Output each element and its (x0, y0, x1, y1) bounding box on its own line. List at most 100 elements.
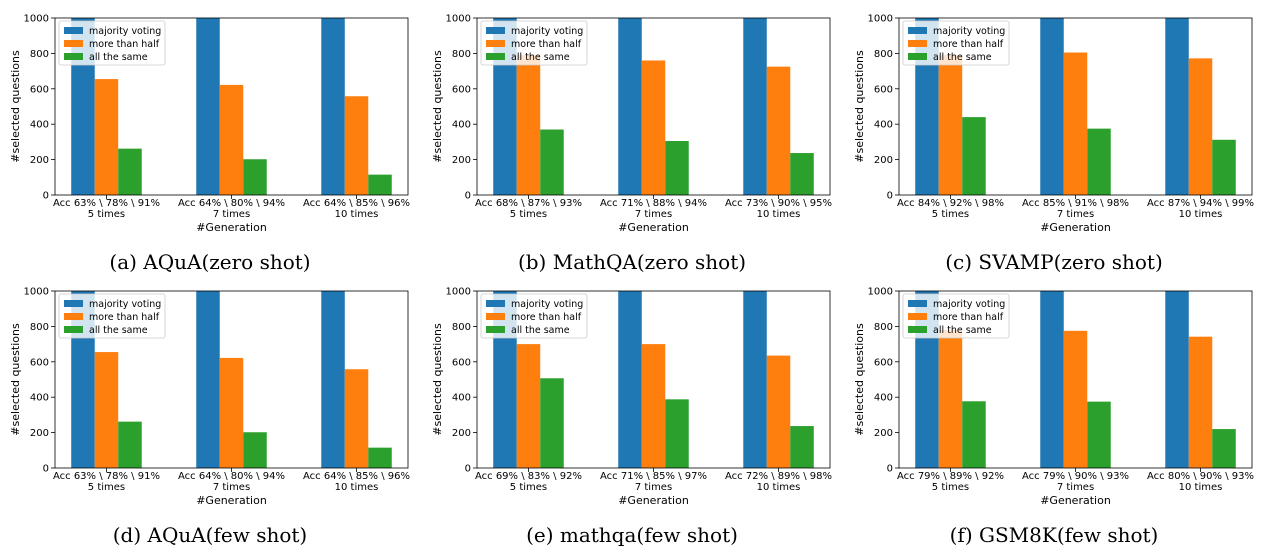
bar-same (118, 148, 142, 195)
x-tick-label: Acc 64% \ 85% \ 96% (303, 198, 410, 209)
bar-same (368, 174, 392, 195)
x-tick-label: 7 times (635, 209, 672, 220)
bar-half (766, 355, 791, 468)
y-tick-label: 800 (874, 49, 893, 60)
chart-caption: (c) SVAMP(zero shot) (945, 250, 1163, 274)
y-tick-label: 600 (452, 357, 471, 368)
y-tick-label: 0 (465, 191, 471, 202)
chart-panel: 0 200 400 600 800 1000 Acc 69% \ 83% \ 92% 5 ti… (422, 273, 842, 549)
y-tick-label: 800 (30, 322, 49, 333)
legend-swatch-same (486, 53, 505, 60)
legend-label: more than half (511, 312, 582, 323)
bar-half (641, 60, 666, 196)
x-tick-label: 10 times (757, 482, 801, 493)
y-tick-label: 1000 (446, 287, 471, 298)
bar-majority (1040, 291, 1064, 468)
bar-same (790, 153, 814, 195)
bar-same (243, 432, 267, 468)
x-tick-label: Acc 84% \ 92% \ 98% (897, 198, 1004, 209)
legend-box (58, 20, 166, 66)
bar-same (540, 129, 564, 195)
bar-chart: 0 200 400 600 800 1000 Acc 63% \ 78% \ 91%5 ti… (9, 287, 410, 508)
bar-half (344, 369, 369, 468)
bar-same (962, 117, 986, 195)
y-tick-label: 800 (30, 49, 49, 60)
legend-swatch-same (64, 53, 83, 60)
y-tick-label: 1000 (24, 14, 49, 25)
bar-majority (321, 18, 345, 195)
chart-caption: (a) AQuA(zero shot) (109, 250, 311, 274)
legend-swatch-same (908, 53, 927, 60)
x-axis-label: #Generation (618, 221, 689, 234)
x-tick-label: Acc 79% \ 90% \ 93% (1022, 471, 1129, 482)
bar-half (1063, 330, 1088, 468)
x-tick-label: 5 times (510, 209, 547, 220)
y-tick-label: 200 (452, 428, 471, 439)
bar-half (938, 329, 963, 468)
bar-half (219, 84, 244, 195)
bar-half (766, 66, 791, 195)
x-tick-label: 10 times (335, 209, 379, 220)
bar-chart: 0 200 400 600 800 1000 Acc 69% \ 83% \ 92%5 ti… (431, 287, 832, 508)
x-tick-label: 10 times (757, 209, 801, 220)
bar-majority (743, 18, 767, 195)
x-tick-label: 10 times (1179, 209, 1223, 220)
bar-half (219, 357, 244, 468)
legend-label: more than half (933, 312, 1004, 323)
x-tick-label: Acc 63% \ 78% \ 91% (53, 198, 160, 209)
legend-label: all the same (89, 325, 148, 336)
x-tick-label: 10 times (335, 482, 379, 493)
y-axis-label: #selected questions (853, 323, 866, 436)
y-axis-label: #selected questions (9, 323, 22, 436)
y-tick-label: 600 (452, 84, 471, 95)
bar-same (1212, 139, 1236, 195)
legend-swatch-majority (64, 27, 83, 34)
y-tick-label: 400 (452, 393, 471, 404)
y-tick-label: 600 (30, 84, 49, 95)
x-tick-label: Acc 72% \ 89% \ 98% (725, 471, 832, 482)
bar-half (641, 344, 666, 468)
x-tick-label: 7 times (635, 482, 672, 493)
legend-label: all the same (933, 325, 992, 336)
y-tick-label: 600 (874, 84, 893, 95)
x-tick-label: Acc 64% \ 80% \ 94% (178, 471, 285, 482)
legend-swatch-half (64, 313, 83, 320)
bar-majority (196, 291, 220, 468)
y-tick-label: 600 (30, 357, 49, 368)
legend-label: majority voting (89, 26, 161, 37)
x-tick-label: 7 times (1057, 482, 1094, 493)
x-tick-label: 5 times (932, 482, 969, 493)
bar-half (516, 344, 541, 468)
bar-same (368, 447, 392, 468)
legend-label: majority voting (511, 299, 583, 310)
bar-same (1087, 401, 1111, 468)
legend-label: all the same (511, 52, 570, 63)
x-tick-label: 7 times (1057, 209, 1094, 220)
y-tick-label: 400 (874, 120, 893, 131)
legend-label: majority voting (89, 299, 161, 310)
legend-swatch-half (908, 40, 927, 47)
x-tick-label: 5 times (88, 482, 125, 493)
legend-box (58, 293, 166, 339)
bar-same (790, 426, 814, 468)
legend-label: majority voting (511, 26, 583, 37)
legend-swatch-half (64, 40, 83, 47)
bar-half (1063, 52, 1088, 195)
legend-swatch-same (64, 326, 83, 333)
bar-majority (196, 18, 220, 195)
x-tick-label: Acc 63% \ 78% \ 91% (53, 471, 160, 482)
x-tick-label: Acc 71% \ 85% \ 97% (600, 471, 707, 482)
y-tick-label: 0 (43, 464, 49, 475)
legend-label: all the same (511, 325, 570, 336)
legend-swatch-majority (908, 300, 927, 307)
x-tick-label: Acc 73% \ 90% \ 95% (725, 198, 832, 209)
bar-same (1212, 429, 1236, 468)
bar-majority (1040, 18, 1064, 195)
x-tick-label: Acc 64% \ 80% \ 94% (178, 198, 285, 209)
y-tick-label: 200 (452, 155, 471, 166)
legend-swatch-half (908, 313, 927, 320)
bar-majority (321, 291, 345, 468)
bar-same (962, 401, 986, 468)
chart-caption: (f) GSM8K(few shot) (949, 523, 1159, 547)
